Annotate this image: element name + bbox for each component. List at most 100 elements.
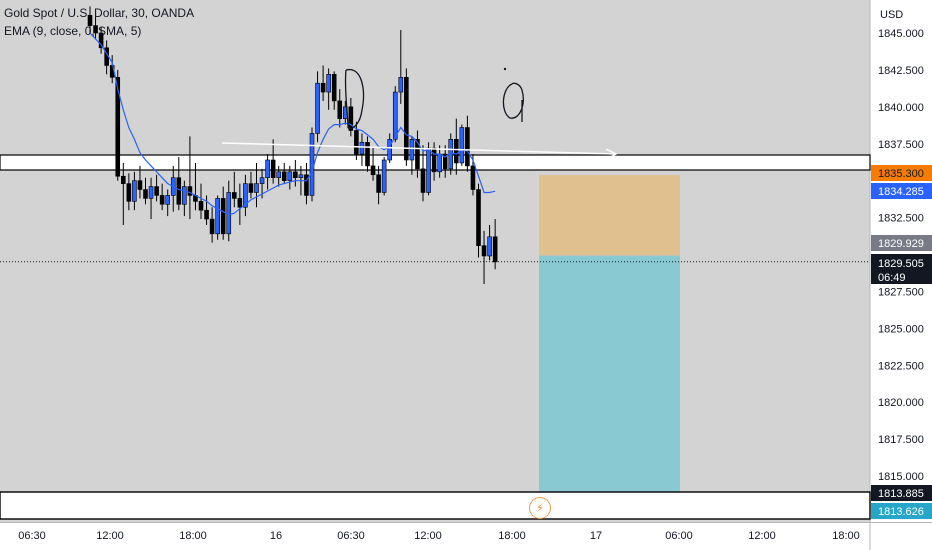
- price-axis-tick: 1825.000: [878, 323, 924, 335]
- candle-body[interactable]: [409, 139, 415, 161]
- time-axis-tick: 18:00: [179, 530, 207, 542]
- candle-body[interactable]: [354, 130, 359, 155]
- candle-body[interactable]: [281, 171, 287, 181]
- candle-body[interactable]: [143, 189, 148, 199]
- candle-body[interactable]: [392, 91, 398, 140]
- candle-body[interactable]: [287, 171, 293, 181]
- symbol-title[interactable]: Gold Spot / U.S. Dollar, 30, OANDA: [4, 6, 195, 20]
- candle-body[interactable]: [359, 141, 365, 155]
- candle-body[interactable]: [426, 147, 431, 193]
- last-price-tag: 1829.505: [878, 258, 924, 270]
- time-axis-tick: 06:30: [337, 530, 365, 542]
- candle-body[interactable]: [492, 236, 498, 263]
- take-profit-zone[interactable]: [539, 255, 680, 492]
- candle-body[interactable]: [487, 236, 492, 257]
- candle-body[interactable]: [453, 139, 459, 164]
- candle-body[interactable]: [348, 106, 354, 131]
- candle-body[interactable]: [204, 209, 209, 220]
- candle-body[interactable]: [298, 174, 304, 179]
- time-axis-tick: 12:00: [748, 530, 776, 542]
- candle-body[interactable]: [304, 174, 309, 196]
- candle-body[interactable]: [320, 82, 326, 93]
- candle-body[interactable]: [437, 153, 442, 173]
- candle-body[interactable]: [381, 159, 387, 193]
- candle-body[interactable]: [265, 159, 270, 179]
- candle-body[interactable]: [376, 174, 381, 193]
- candle-body[interactable]: [209, 218, 215, 235]
- price-axis-tick: 1820.000: [878, 397, 924, 409]
- price-axis-tick: 1842.500: [878, 65, 924, 77]
- candle-body[interactable]: [470, 165, 476, 190]
- candle-body[interactable]: [337, 100, 343, 119]
- candle-body[interactable]: [159, 195, 165, 205]
- candle-body[interactable]: [315, 82, 320, 134]
- candle-body[interactable]: [370, 165, 376, 176]
- candle-body[interactable]: [415, 139, 420, 170]
- candle-body[interactable]: [459, 127, 465, 164]
- candle-body[interactable]: [293, 171, 298, 179]
- candle-body[interactable]: [254, 183, 259, 193]
- candle-body[interactable]: [331, 74, 337, 102]
- candle-body[interactable]: [248, 183, 254, 193]
- candle-body[interactable]: [270, 159, 276, 179]
- candle-body[interactable]: [187, 186, 193, 196]
- price-axis-tick: 1840.000: [878, 102, 924, 114]
- candle-body[interactable]: [309, 133, 315, 196]
- candle-body[interactable]: [137, 180, 143, 190]
- candle-body[interactable]: [232, 192, 237, 199]
- candle-body[interactable]: [176, 177, 182, 205]
- candle-body[interactable]: [276, 171, 282, 179]
- last-price-tag-countdown: 06:49: [878, 272, 906, 284]
- ema-line[interactable]: [89, 32, 496, 216]
- trend-arrow-head: [605, 148, 618, 160]
- candle-body[interactable]: [115, 77, 121, 177]
- ema-price-tag-bg: [871, 183, 932, 199]
- candle-body[interactable]: [87, 14, 93, 26]
- candle-body[interactable]: [220, 198, 226, 235]
- candle-body[interactable]: [387, 139, 393, 161]
- price-axis-tick: 1837.500: [878, 139, 924, 151]
- candle-body[interactable]: [148, 186, 154, 199]
- candle-body[interactable]: [326, 74, 331, 93]
- candle-body[interactable]: [476, 189, 481, 246]
- candle-body[interactable]: [481, 245, 487, 257]
- handwritten-q-annotation[interactable]: [502, 82, 524, 122]
- chart-legend: Gold Spot / U.S. Dollar, 30, OANDA EMA (…: [4, 4, 194, 40]
- entry-price-tag: 1835.300: [878, 168, 924, 180]
- indicator-title[interactable]: EMA (9, close, 0, SMA, 5): [4, 24, 142, 38]
- candle-body[interactable]: [132, 180, 137, 202]
- level-price-tag-bg: [871, 485, 932, 501]
- candle-body[interactable]: [98, 32, 104, 49]
- candle-body[interactable]: [198, 201, 204, 211]
- candle-body[interactable]: [126, 183, 132, 202]
- candle-body[interactable]: [465, 127, 470, 167]
- candle-body[interactable]: [442, 153, 448, 170]
- candle-body[interactable]: [121, 175, 126, 184]
- candle-body[interactable]: [398, 77, 404, 93]
- price-axis-tick: 1827.500: [878, 286, 924, 298]
- candle-body[interactable]: [404, 77, 409, 161]
- candle-body[interactable]: [243, 183, 248, 208]
- time-axis-tick: 12:00: [414, 530, 442, 542]
- lightning-icon[interactable]: ⚡: [529, 497, 551, 519]
- candle-body[interactable]: [420, 168, 426, 193]
- handwritten-d-annotation[interactable]: [344, 69, 365, 130]
- candle-body[interactable]: [165, 195, 170, 205]
- support-band[interactable]: [0, 491, 871, 520]
- time-axis-tick: 06:00: [665, 530, 693, 542]
- stop-loss-zone[interactable]: [539, 175, 680, 256]
- candle-body[interactable]: [93, 25, 98, 34]
- candle-body[interactable]: [215, 198, 220, 235]
- candle-body[interactable]: [226, 192, 232, 235]
- trend-arrow-line[interactable]: [221, 142, 615, 155]
- candle-body[interactable]: [182, 186, 187, 205]
- candle-body[interactable]: [259, 177, 265, 184]
- candle-body[interactable]: [154, 186, 159, 196]
- time-axis-tick: 16: [270, 530, 282, 542]
- candle-body[interactable]: [431, 147, 437, 173]
- candle-body[interactable]: [237, 198, 243, 208]
- candle-body[interactable]: [365, 141, 370, 167]
- prev-close-tag-bg: [871, 235, 932, 251]
